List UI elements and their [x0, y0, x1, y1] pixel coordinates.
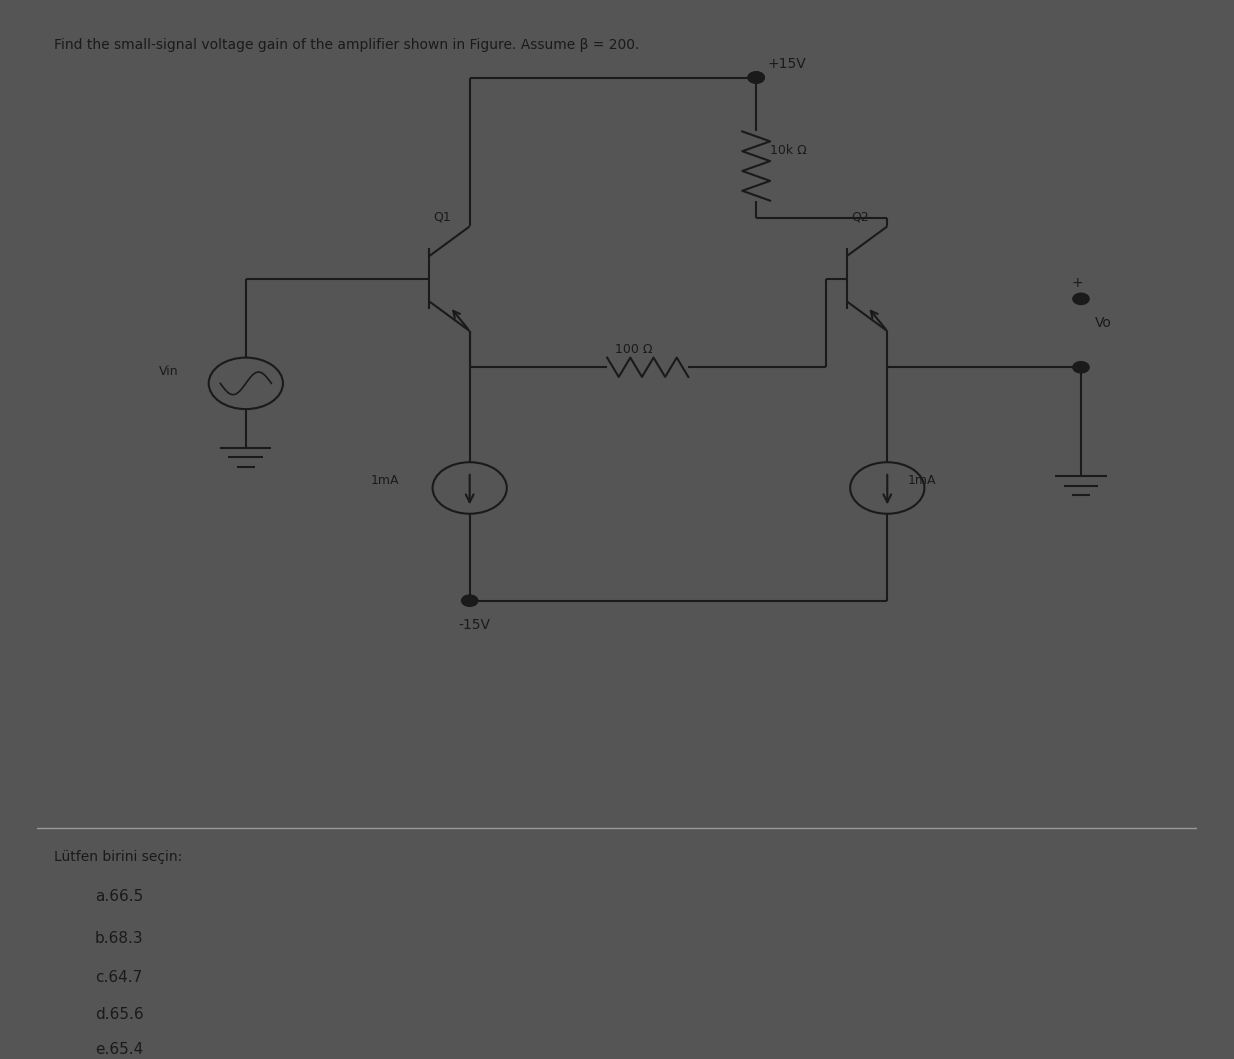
Text: Q2: Q2: [851, 211, 869, 223]
Text: Find the small-signal voltage gain of the amplifier shown in Figure. Assume β = : Find the small-signal voltage gain of th…: [54, 38, 639, 52]
Text: c.64.7: c.64.7: [95, 970, 142, 985]
Text: a.66.5: a.66.5: [95, 889, 143, 903]
Text: b.68.3: b.68.3: [95, 931, 143, 946]
Text: 10k Ω: 10k Ω: [770, 144, 807, 157]
Text: Vo: Vo: [1095, 316, 1112, 330]
Text: 1mA: 1mA: [371, 474, 400, 487]
Text: Vin: Vin: [159, 365, 179, 378]
Text: -15V: -15V: [458, 617, 490, 632]
Circle shape: [1072, 361, 1090, 373]
Text: +: +: [1071, 275, 1083, 290]
Text: Lütfen birini seçin:: Lütfen birini seçin:: [54, 850, 183, 864]
Text: 1mA: 1mA: [908, 474, 937, 487]
Circle shape: [1072, 293, 1090, 305]
Circle shape: [748, 72, 764, 84]
Text: d.65.6: d.65.6: [95, 1007, 143, 1022]
Text: Q1: Q1: [433, 211, 452, 223]
Circle shape: [462, 595, 478, 607]
Text: +15V: +15V: [768, 57, 807, 71]
Text: 100 Ω: 100 Ω: [616, 343, 653, 356]
Text: e.65.4: e.65.4: [95, 1042, 143, 1057]
Circle shape: [748, 72, 764, 84]
